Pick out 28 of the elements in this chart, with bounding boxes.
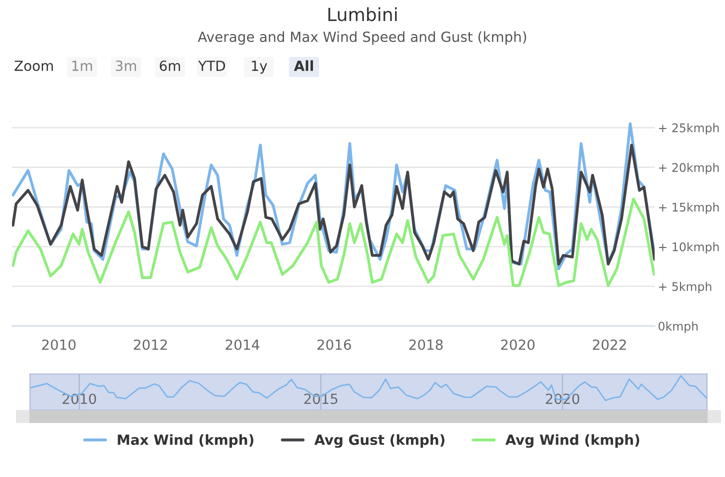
legend-label: Avg Wind (kmph) (505, 434, 640, 448)
y-tick-label: + 5kmph (659, 282, 712, 294)
text: 1m (72, 60, 92, 71)
chart-title: Lumbini (328, 7, 397, 22)
line-series (12, 198, 655, 287)
text: 1y (252, 60, 268, 74)
x-tick-label: 2016 (318, 339, 351, 350)
legend-label: Max Wind (kmph) (118, 434, 254, 448)
x-tick-label: 2012 (134, 339, 167, 350)
x-tick-label: 2022 (592, 339, 626, 350)
y-tick-label: + 25kmph (659, 123, 719, 135)
text: All (294, 60, 313, 71)
x-tick-label: 2014 (226, 339, 260, 350)
text: YTD (198, 60, 226, 71)
x-tick-label: 2010 (42, 339, 76, 350)
y-tick-label: + 10kmph (659, 242, 719, 254)
y-tick-label: + 15kmph (659, 202, 719, 214)
legend-label: Avg Gust (kmph) (314, 434, 444, 448)
y-tick-label: + 20kmph (659, 162, 719, 174)
x-tick-label: 2018 (409, 339, 443, 350)
chart-subtitle: Average and Max Wind Speed and Gust (kmph) (198, 31, 526, 45)
text: 3m (116, 60, 136, 72)
x-tick-label: 2015 (304, 394, 338, 404)
y-tick-label: 0kmph (658, 322, 698, 333)
x-tick-label: 2020 (501, 339, 535, 350)
text: Zoom (14, 60, 53, 72)
text: 6m (160, 60, 180, 72)
line-series (12, 144, 655, 266)
